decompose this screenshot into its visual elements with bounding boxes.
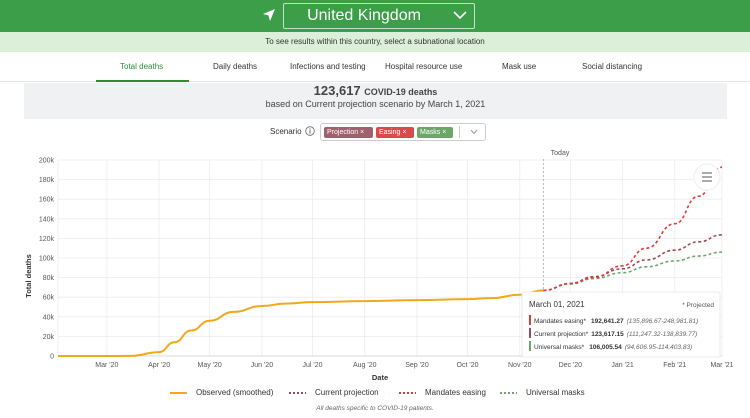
tooltip-row-range: (94,606.95-114,403.83) (625, 344, 692, 351)
tooltip-row-label: Current projection* (534, 331, 589, 338)
remove-icon[interactable]: × (360, 129, 365, 136)
legend-swatch-observed (170, 392, 187, 394)
x-tick-label: Apr '20 (148, 362, 170, 369)
legend-item-easing[interactable]: Mandates easing (425, 388, 486, 397)
remove-icon[interactable]: × (442, 129, 447, 136)
series-observed[interactable] (57, 289, 544, 357)
scenario-label: Scenario (270, 127, 302, 136)
x-tick-label: Nov '20 (508, 362, 532, 369)
total-deaths-chart: 0 20k 40k 60k 80k 100k 120k 140k 160k 180k 200k Ma… (24, 150, 734, 382)
scenario-chip-label: Easing (379, 129, 401, 136)
x-tick-label: Jun '20 (251, 362, 273, 369)
tooltip-row-label: Mandates easing* (534, 318, 587, 325)
y-axis-label: Total deaths (24, 254, 33, 298)
scenario-select[interactable]: Projection × Easing × Masks × (320, 123, 486, 141)
tooltip-date: March 01, 2021 (529, 300, 585, 309)
tab-total-deaths[interactable]: Total deaths (120, 62, 164, 71)
tooltip-row-label: Universal masks* (534, 344, 585, 351)
x-tick-label: Jan '21 (611, 362, 633, 369)
y-tick-label: 160k (39, 197, 55, 204)
summary-unit: COVID-19 deaths (364, 87, 438, 97)
remove-icon[interactable]: × (402, 129, 407, 136)
summary-description: based on Current projection scenario by … (265, 99, 486, 109)
x-axis-ticks: Mar '20 Apr '20 May '20 Jun '20 Jul '20 Aug '… (95, 362, 733, 369)
info-icon[interactable] (305, 126, 315, 136)
y-tick-label: 60k (43, 295, 55, 302)
tooltip-row-masks: Universal masks* 106,005.54 (94,606.95-114… (534, 344, 692, 351)
chart-menu-button[interactable] (693, 163, 721, 191)
tab-bar: Total deaths Daily deaths Infections and… (0, 52, 750, 82)
y-tick-label: 180k (39, 177, 55, 184)
tab-social-distancing[interactable]: Social distancing (582, 62, 643, 71)
summary-count: 123,617 (313, 83, 361, 98)
tab-daily-deaths[interactable]: Daily deaths (213, 62, 258, 71)
y-tick-label: 40k (43, 314, 55, 321)
x-tick-label: May '20 (198, 362, 222, 369)
scenario-chip-easing[interactable]: Easing × (376, 127, 414, 138)
x-tick-label: Sep '20 (405, 362, 429, 369)
tooltip-swatch-masks (529, 341, 531, 351)
summary-headline: 123,617 COVID-19 deaths (24, 83, 727, 98)
menu-lines-icon (702, 172, 712, 182)
country-header: United Kingdom (0, 0, 750, 32)
tab-hospital-resource-use[interactable]: Hospital resource use (385, 62, 463, 71)
tooltip-tag: * Projected (682, 302, 714, 309)
x-tick-label: Feb '21 (663, 362, 686, 369)
chart-tooltip: March 01, 2021 * Projected Mandates easi… (521, 291, 721, 358)
legend-item-masks[interactable]: Universal masks (526, 388, 585, 397)
x-axis-label: Date (372, 373, 388, 382)
chart-footnote: All deaths specific to COVID-19 patients… (316, 405, 434, 412)
x-tick-label: Dec '20 (559, 362, 583, 369)
chevron-down-icon[interactable] (470, 129, 478, 135)
y-tick-label: 80k (43, 275, 55, 282)
series-universal-masks[interactable] (543, 251, 723, 292)
tooltip-row-range: (135,896.67-248,981.81) (627, 318, 699, 325)
country-select-value: United Kingdom (307, 7, 421, 24)
navigation-arrow-icon[interactable] (262, 8, 276, 22)
legend-item-projection[interactable]: Current projection (315, 388, 379, 397)
y-tick-label: 100k (39, 256, 55, 263)
series-mandates-easing[interactable] (543, 166, 723, 292)
y-tick-label: 20k (43, 334, 55, 341)
y-tick-label: 200k (39, 158, 55, 165)
x-tick-label: Mar '21 (710, 362, 733, 369)
tooltip-row-projection: Current projection* 123,617.15 (111,247.32… (534, 331, 697, 338)
tooltip-row-easing: Mandates easing* 192,641.27 (135,896.67-24… (534, 318, 698, 325)
tab-infections-testing[interactable]: Infections and testing (290, 62, 366, 71)
x-tick-label: Mar '20 (95, 362, 118, 369)
y-axis-ticks: 0 20k 40k 60k 80k 100k 120k 140k 160k 180k 200k (39, 158, 55, 361)
chart-series (57, 166, 723, 357)
legend-swatch-easing (399, 392, 416, 394)
legend-item-observed[interactable]: Observed (smoothed) (196, 388, 274, 397)
scenario-chip-label: Masks (420, 129, 441, 136)
y-tick-label: 140k (39, 216, 55, 223)
legend-swatch-projection (289, 392, 306, 394)
summary-panel: 123,617 COVID-19 deaths based on Current… (24, 83, 727, 119)
x-tick-label: Oct '20 (457, 362, 479, 369)
x-tick-label: Jul '20 (302, 362, 322, 369)
chevron-down-icon (453, 11, 467, 20)
scenario-chip-projection[interactable]: Projection × (324, 127, 373, 138)
legend-swatch-masks (500, 392, 517, 394)
tooltip-row-value: 123,617.15 (591, 331, 624, 338)
scenario-divider (459, 126, 460, 138)
x-tick-label: Aug '20 (353, 362, 377, 369)
today-label: Today (551, 150, 570, 157)
subnational-hint: To see results within this country, sele… (0, 32, 750, 52)
tooltip-row-range: (111,247.32-138,839.77) (627, 331, 698, 338)
tooltip-row-value: 192,641.27 (591, 318, 624, 325)
country-select[interactable]: United Kingdom (283, 3, 475, 29)
scenario-chip-masks[interactable]: Masks × (417, 127, 453, 138)
tooltip-row-value: 106,005.54 (589, 344, 622, 351)
tooltip-swatch-easing (529, 315, 531, 325)
series-current-projection[interactable] (543, 234, 723, 292)
active-tab-indicator (96, 80, 189, 82)
y-tick-label: 120k (39, 236, 55, 243)
tab-mask-use[interactable]: Mask use (502, 62, 537, 71)
y-tick-label: 0 (50, 354, 54, 361)
tooltip-swatch-projection (529, 328, 531, 338)
scenario-chip-label: Projection (327, 129, 359, 136)
